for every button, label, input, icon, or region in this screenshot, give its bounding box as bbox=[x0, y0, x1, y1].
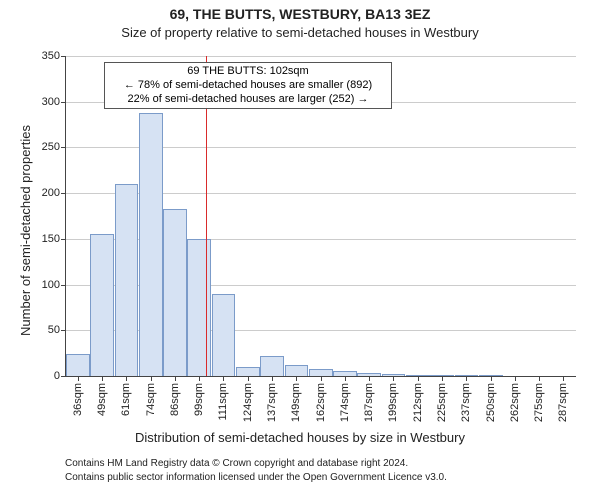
footer-line-2: Contains public sector information licen… bbox=[65, 472, 447, 483]
histogram-bar bbox=[212, 294, 236, 376]
x-tick-label: 36sqm bbox=[72, 383, 84, 416]
annotation-line: 22% of semi-detached houses are larger (… bbox=[109, 93, 387, 107]
y-tick-label: 350 bbox=[20, 50, 66, 62]
histogram-bar bbox=[66, 354, 90, 376]
x-tick-label: 124sqm bbox=[242, 383, 254, 422]
plot-area: 05010015020025030035036sqm49sqm61sqm74sq… bbox=[65, 56, 576, 377]
y-tick-mark bbox=[61, 147, 66, 148]
x-tick-mark bbox=[491, 376, 492, 381]
x-tick-label: 225sqm bbox=[436, 383, 448, 422]
histogram-bar bbox=[333, 371, 357, 376]
x-tick-label: 287sqm bbox=[557, 383, 569, 422]
x-tick-label: 237sqm bbox=[460, 383, 472, 422]
histogram-bar bbox=[357, 373, 381, 376]
histogram-bar bbox=[139, 113, 163, 376]
x-tick-mark bbox=[466, 376, 467, 381]
x-tick-label: 212sqm bbox=[412, 383, 424, 422]
x-tick-label: 74sqm bbox=[145, 383, 157, 416]
histogram-bar bbox=[430, 375, 454, 376]
histogram-bar bbox=[406, 375, 430, 376]
x-tick-mark bbox=[418, 376, 419, 381]
annotation-box: 69 THE BUTTS: 102sqm← 78% of semi-detach… bbox=[104, 62, 392, 109]
x-tick-mark bbox=[539, 376, 540, 381]
y-tick-mark bbox=[61, 330, 66, 331]
histogram-bar bbox=[163, 209, 187, 376]
x-axis-label: Distribution of semi-detached houses by … bbox=[0, 430, 600, 445]
x-tick-mark bbox=[248, 376, 249, 381]
chart-subtitle: Size of property relative to semi-detach… bbox=[0, 25, 600, 40]
x-tick-mark bbox=[78, 376, 79, 381]
x-tick-label: 86sqm bbox=[169, 383, 181, 416]
x-tick-label: 49sqm bbox=[96, 383, 108, 416]
y-tick-label: 300 bbox=[20, 96, 66, 108]
x-tick-mark bbox=[515, 376, 516, 381]
y-tick-label: 0 bbox=[20, 370, 66, 382]
histogram-bar bbox=[309, 369, 333, 376]
x-tick-mark bbox=[102, 376, 103, 381]
histogram-bar bbox=[479, 375, 503, 376]
y-tick-mark bbox=[61, 102, 66, 103]
annotation-line: 69 THE BUTTS: 102sqm bbox=[109, 65, 387, 79]
y-tick-mark bbox=[61, 56, 66, 57]
x-tick-mark bbox=[563, 376, 564, 381]
histogram-bar bbox=[455, 375, 479, 376]
x-tick-mark bbox=[393, 376, 394, 381]
chart-container: 69, THE BUTTS, WESTBURY, BA13 3EZ Size o… bbox=[0, 0, 600, 500]
y-tick-mark bbox=[61, 376, 66, 377]
y-tick-mark bbox=[61, 193, 66, 194]
footer-line-1: Contains HM Land Registry data © Crown c… bbox=[65, 458, 408, 469]
x-tick-mark bbox=[199, 376, 200, 381]
x-tick-label: 149sqm bbox=[290, 383, 302, 422]
x-tick-mark bbox=[126, 376, 127, 381]
annotation-line: ← 78% of semi-detached houses are smalle… bbox=[109, 79, 387, 93]
x-tick-mark bbox=[223, 376, 224, 381]
x-tick-mark bbox=[272, 376, 273, 381]
histogram-bar bbox=[285, 365, 309, 376]
x-tick-label: 250sqm bbox=[485, 383, 497, 422]
x-tick-mark bbox=[442, 376, 443, 381]
x-tick-label: 262sqm bbox=[509, 383, 521, 422]
x-tick-label: 137sqm bbox=[266, 383, 278, 422]
histogram-bar bbox=[90, 234, 114, 376]
grid-line bbox=[66, 56, 576, 57]
y-tick-label: 150 bbox=[20, 233, 66, 245]
y-tick-label: 100 bbox=[20, 279, 66, 291]
histogram-bar bbox=[187, 239, 211, 376]
x-tick-label: 199sqm bbox=[387, 383, 399, 422]
y-tick-label: 200 bbox=[20, 187, 66, 199]
histogram-bar bbox=[115, 184, 139, 376]
x-tick-label: 61sqm bbox=[120, 383, 132, 416]
x-tick-label: 275sqm bbox=[533, 383, 545, 422]
histogram-bar bbox=[382, 374, 406, 376]
x-tick-mark bbox=[321, 376, 322, 381]
x-tick-label: 111sqm bbox=[217, 383, 229, 421]
x-tick-mark bbox=[175, 376, 176, 381]
y-tick-label: 250 bbox=[20, 141, 66, 153]
x-tick-mark bbox=[345, 376, 346, 381]
x-tick-mark bbox=[296, 376, 297, 381]
y-axis-label: Number of semi-detached properties bbox=[18, 125, 33, 336]
y-tick-mark bbox=[61, 239, 66, 240]
histogram-bar bbox=[260, 356, 284, 376]
chart-title: 69, THE BUTTS, WESTBURY, BA13 3EZ bbox=[0, 6, 600, 22]
histogram-bar bbox=[236, 367, 260, 376]
x-tick-label: 174sqm bbox=[339, 383, 351, 422]
x-tick-label: 162sqm bbox=[315, 383, 327, 422]
x-tick-mark bbox=[369, 376, 370, 381]
y-tick-label: 50 bbox=[20, 324, 66, 336]
x-tick-label: 99sqm bbox=[193, 383, 205, 416]
y-tick-mark bbox=[61, 285, 66, 286]
x-tick-label: 187sqm bbox=[363, 383, 375, 422]
x-tick-mark bbox=[151, 376, 152, 381]
